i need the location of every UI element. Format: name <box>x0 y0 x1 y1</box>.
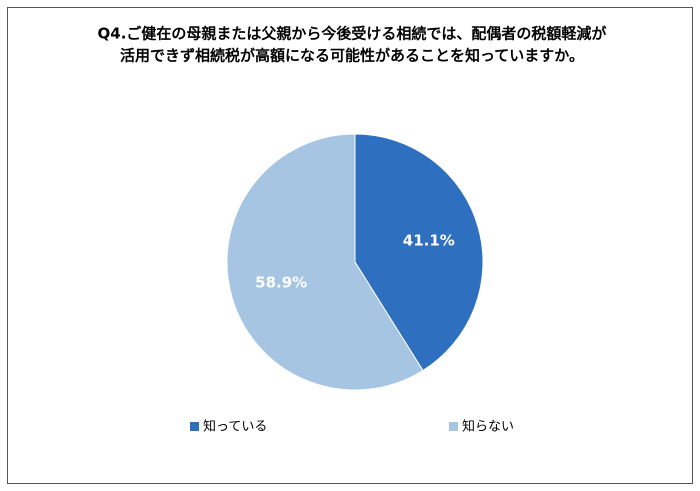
legend-label: 知らない <box>462 419 514 435</box>
chart-title: 活用できず相続税が高額になる可能性があることを知っていますか。 <box>120 47 584 65</box>
legend-swatch <box>190 422 199 431</box>
pie-slice <box>354 133 484 372</box>
data-label: 58.9% <box>255 274 307 292</box>
data-label: 41.1% <box>403 231 455 249</box>
legend-label: 知っている <box>203 419 267 435</box>
pie-slice <box>226 133 424 391</box>
chart-title: Q4.ご健在の母親または父親から今後受ける相続では、配偶者の税額軽減が <box>98 25 608 43</box>
legend-swatch <box>449 422 458 431</box>
